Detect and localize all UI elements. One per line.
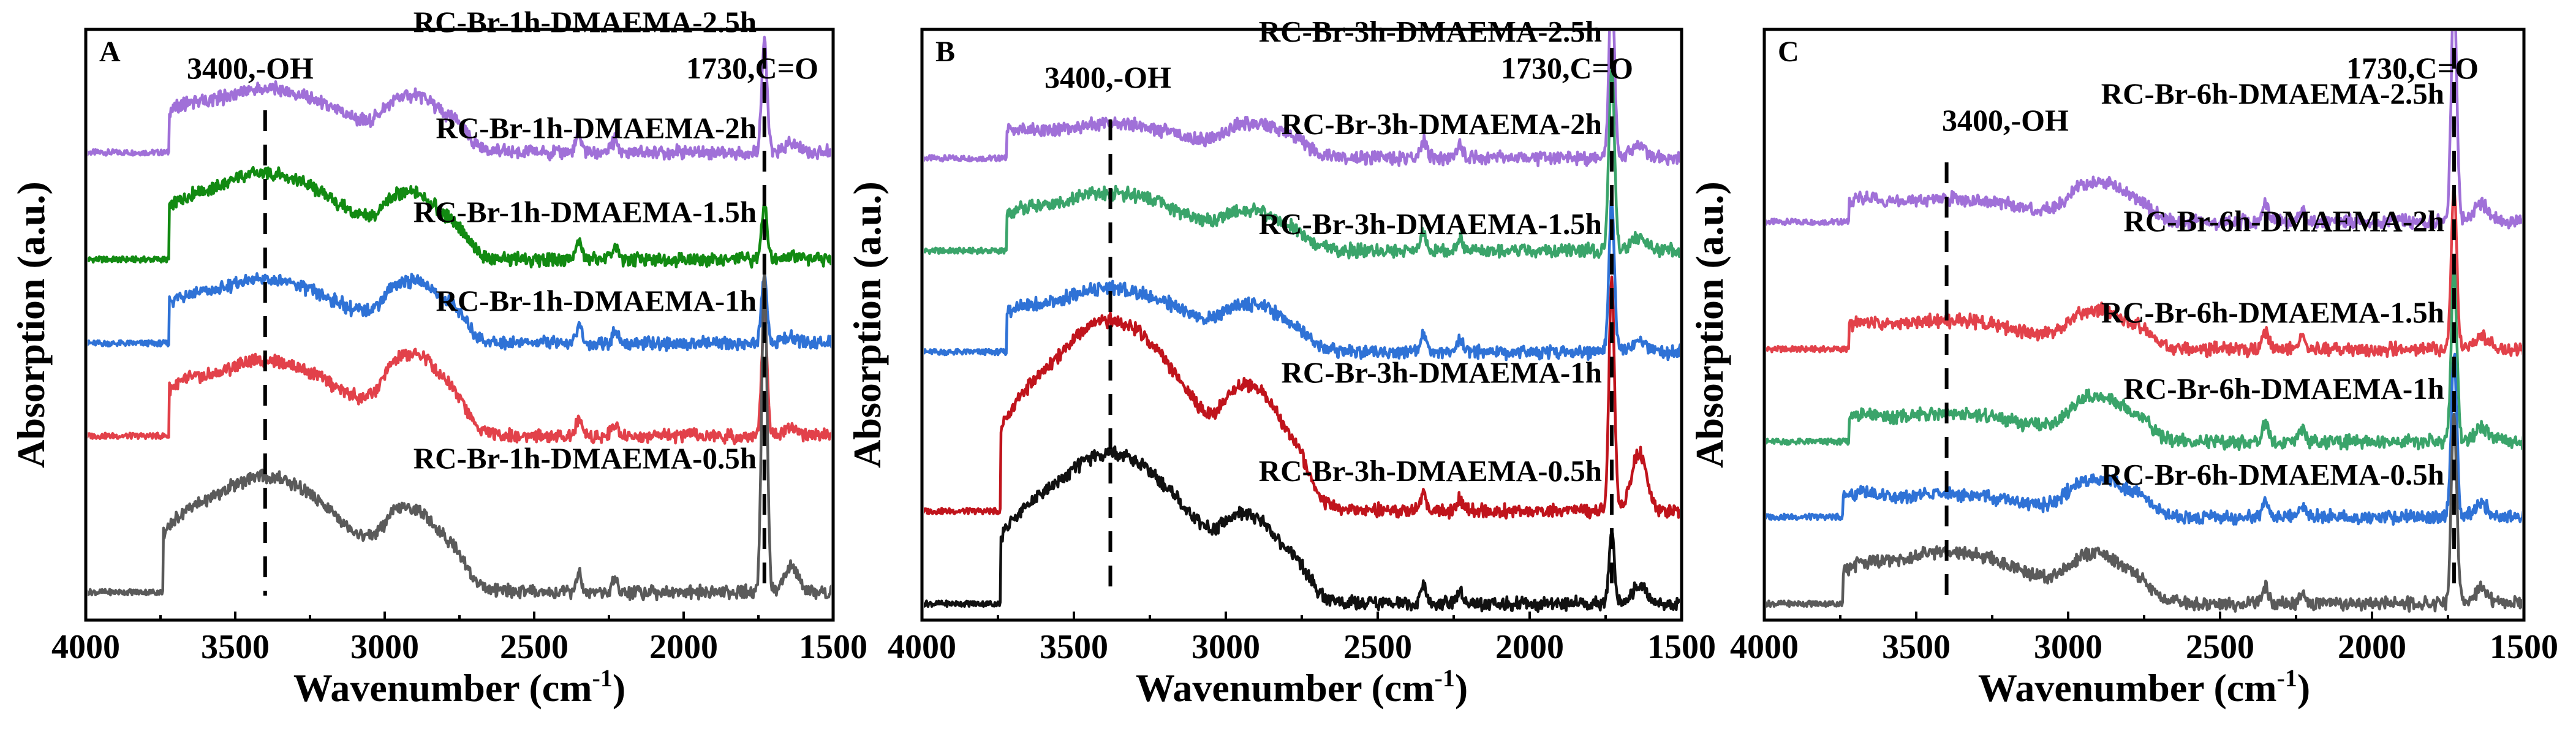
series-label: RC-Br-3h-DMAEMA-0.5h (1259, 454, 1602, 488)
oh-annotation: 3400,-OH (1044, 60, 1171, 94)
co-annotation: 1730,C=O (686, 51, 818, 85)
spectrum-line (924, 445, 1680, 613)
panel-A: A 4000 3500 3000 2500 2000 1500 Wavenumber (cm-… (9, 6, 867, 710)
series-label: RC-Br-3h-DMAEMA-1h (1282, 356, 1603, 390)
spectrum-line (88, 270, 831, 352)
series-label: RC-Br-1h-DMAEMA-2h (436, 111, 757, 145)
series-label: RC-Br-6h-DMAEMA-1.5h (2101, 296, 2444, 330)
x-axis-label: Wavenumber (cm-1) (293, 664, 625, 710)
co-annotation: 1730,C=O (2346, 51, 2479, 85)
co-annotation: 1730,C=O (1501, 51, 1633, 85)
x-tick-label: 3000 (1192, 628, 1260, 666)
series-label: RC-Br-1h-DMAEMA-1.5h (414, 195, 757, 229)
spectrum-line (1766, 184, 2522, 358)
spectrum-line (1766, 352, 2522, 526)
x-tick-label: 1500 (799, 628, 867, 666)
x-tick-label: 3500 (1882, 628, 1951, 666)
x-tick-label: 4000 (51, 628, 120, 666)
series-label: RC-Br-3h-DMAEMA-2.5h (1259, 15, 1602, 48)
x-tick-label: 2000 (2338, 628, 2406, 666)
spectrum-line (88, 271, 831, 602)
x-tick-label: 3000 (2034, 628, 2102, 666)
panel-B: B 4000 3500 3000 2500 2000 1500 Wavenumber (cm-… (845, 15, 1716, 710)
x-tick-label: 1500 (2490, 628, 2558, 666)
x-tick-label: 2500 (2186, 628, 2254, 666)
x-tick-label: 4000 (1730, 628, 1799, 666)
spectrum-line (924, 199, 1680, 362)
x-tick-label: 2500 (500, 628, 568, 666)
series-label: RC-Br-3h-DMAEMA-1.5h (1259, 207, 1602, 241)
series-label: RC-Br-6h-DMAEMA-2.5h (2101, 77, 2444, 111)
x-tick-label: 3500 (1040, 628, 1108, 666)
y-axis-label: Absorption (a.u.) (9, 181, 53, 468)
panel-C: C 4000 3500 3000 2500 2000 1500 Wavenumber (cm-… (1688, 28, 2558, 710)
panel-label: C (1778, 36, 1799, 68)
panel-label: B (935, 36, 955, 68)
spectrum-line (1766, 412, 2522, 613)
series-label: RC-Br-6h-DMAEMA-2h (2124, 204, 2445, 238)
panel-label: A (99, 36, 121, 68)
oh-annotation: 3400,-OH (187, 51, 314, 85)
x-tick-label: 1500 (1647, 628, 1716, 666)
series-label: RC-Br-6h-DMAEMA-0.5h (2101, 458, 2444, 491)
series-label: RC-Br-6h-DMAEMA-1h (2124, 372, 2445, 406)
spectra-group (1766, 31, 2522, 613)
series-label: RC-Br-1h-DMAEMA-0.5h (414, 441, 757, 475)
x-tick-label: 2000 (1495, 628, 1564, 666)
spectrum-line (924, 65, 1680, 260)
x-axis-label: Wavenumber (cm-1) (1978, 664, 2310, 710)
x-tick-label: 2500 (1343, 628, 1412, 666)
spectrum-line (924, 275, 1680, 520)
x-tick-label: 4000 (888, 628, 956, 666)
oh-annotation: 3400,-OH (1942, 103, 2069, 137)
spectrum-line (1766, 263, 2522, 452)
series-label: RC-Br-3h-DMAEMA-2h (1282, 107, 1603, 141)
y-axis-label: Absorption (a.u.) (845, 181, 889, 468)
spectrum-line (924, 31, 1680, 167)
x-axis-label: Wavenumber (cm-1) (1136, 664, 1468, 710)
x-tick-label: 3500 (201, 628, 270, 666)
spectra-group (88, 36, 831, 602)
series-label: RC-Br-1h-DMAEMA-1h (436, 284, 757, 318)
y-axis-label: Absorption (a.u.) (1688, 181, 1731, 468)
spectrum-line (88, 36, 831, 162)
spectrum-line (88, 165, 831, 269)
x-tick-label: 3000 (350, 628, 419, 666)
series-label: RC-Br-1h-DMAEMA-2.5h (414, 6, 757, 39)
spectra-group (924, 31, 1680, 613)
x-tick-label: 2000 (649, 628, 718, 666)
spectrum-line (88, 309, 831, 445)
spectrum-line (1766, 31, 2522, 232)
